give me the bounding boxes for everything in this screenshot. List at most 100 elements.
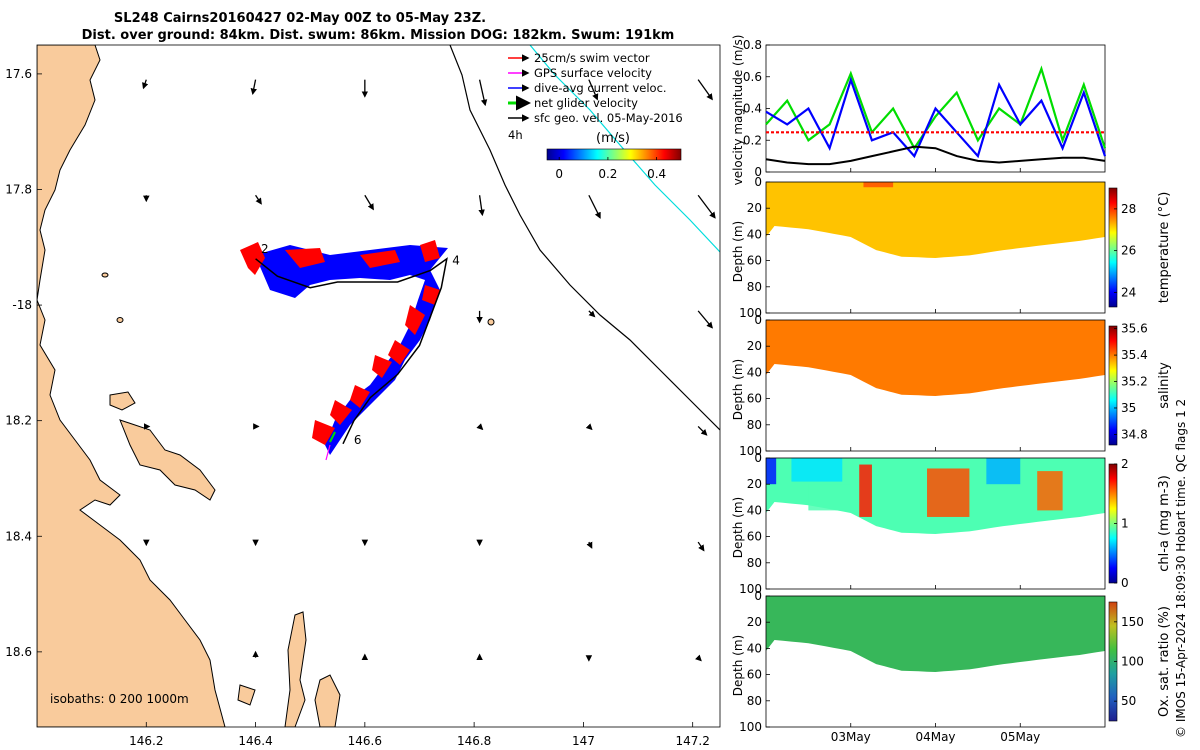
colorbar-label: temperature (°C) [1157, 192, 1172, 304]
depth-tick-label: 100 [739, 444, 762, 458]
velocity-panel: 0 0.2 0.4 0.6 0.8 velocity magnitude (m/s) [731, 35, 1107, 186]
depth-tick-label: 60 [747, 392, 762, 406]
depth-tick-label: 20 [747, 477, 762, 491]
map-colorbar-tick-label: 0 [555, 167, 563, 181]
map-y-axis: 17.6 17.8 -18 18.2 18.4 18.6 [5, 67, 42, 659]
surface-vector [250, 79, 257, 95]
depth-tick-label: 0 [754, 589, 762, 603]
colorbar-tick-label: 24 [1121, 285, 1136, 299]
colorbar-tick-label: 35.2 [1121, 375, 1148, 389]
section-patch [863, 182, 894, 188]
legend-entry: dive-avg current veloc. [534, 81, 667, 95]
colorbar-tick-label: 26 [1121, 244, 1136, 258]
colorbar-tick-label: 150 [1121, 615, 1144, 629]
map-x-axis: 146.2 146.4 146.6 146.8 147 147.2 [129, 722, 710, 748]
depth-tick-label: 80 [747, 418, 762, 432]
section-colorbar [1108, 187, 1118, 308]
depth-tick-label: 20 [747, 201, 762, 215]
surface-vector [697, 425, 708, 436]
velocity-y-tick-label: 0.2 [743, 133, 762, 147]
track-day-labels: 2 4 6 [261, 242, 460, 447]
figure-title-line2: Dist. over ground: 84km. Dist. swum: 86k… [82, 28, 675, 43]
time-axis: 03May 04May 05May [831, 730, 1041, 744]
map-panel: 2 4 6 146.2 146.4 146.6 146.8 147 147.2 17.617.… [5, 44, 721, 748]
coastline-island-4 [314, 674, 341, 727]
isobath-200m [449, 45, 720, 431]
section-panel-chl-a: 0 20 40 60 80 100 Depth (m) 0 1 2 chl-a (mg m-3) [731, 451, 1172, 596]
map-x-tick-label: 147.2 [676, 734, 710, 748]
isobath-1000m [529, 45, 720, 253]
depth-tick-label: 60 [747, 530, 762, 544]
colorbar-tick-label: 2 [1121, 457, 1129, 471]
depth-axis-label: Depth (m) [731, 359, 745, 420]
section-patch [1037, 471, 1063, 511]
surface-vector [476, 423, 484, 431]
colorbar-tick-label: 0 [1121, 576, 1129, 590]
map-colorbar-label: (m/s) [596, 131, 630, 146]
depth-tick-label: 40 [747, 641, 762, 655]
coastline-island-5 [237, 684, 256, 706]
figure-title-line1: SL248 Cairns20160427 02-May 00Z to 05-Ma… [114, 11, 486, 26]
surface-vector [697, 79, 713, 101]
section-field [766, 596, 1105, 672]
section-patch [859, 464, 872, 517]
coastline-reef [487, 318, 495, 326]
depth-tick-label: 80 [747, 556, 762, 570]
depth-tick-label: 80 [747, 694, 762, 708]
map-colorbar-ticks: 0 0.2 0.4 [555, 157, 666, 181]
depth-tick-label: 60 [747, 668, 762, 682]
colorbar-tick-label: 35.4 [1121, 348, 1148, 362]
colorbar-label: chl-a (mg m-3) [1157, 475, 1172, 572]
map-y-tick-label: 18.2 [5, 414, 32, 428]
coastline-islet [116, 317, 124, 323]
swim-vector-patch [240, 240, 440, 445]
velocity-y-tick-label: 0.8 [743, 38, 762, 52]
surface-geostrophic-vectors [142, 79, 716, 662]
time-tick-label: 04May [915, 730, 955, 744]
depth-tick-label: 100 [739, 582, 762, 596]
track-day-label: 6 [354, 433, 362, 447]
surface-vector [588, 310, 596, 318]
depth-tick-label: 100 [739, 306, 762, 320]
colorbar-tick-label: 100 [1121, 655, 1144, 669]
legend-note: 4h [508, 128, 523, 142]
colorbar-tick-label: 50 [1121, 694, 1136, 708]
isobaths-label: isobaths: 0 200 1000m [50, 692, 189, 706]
velocity-ylabel: velocity magnitude (m/s) [731, 35, 745, 186]
surface-vector [694, 654, 702, 662]
velocity-y-tick-label: 0 [754, 165, 762, 179]
coastline-island-1 [119, 419, 216, 501]
swim-vector-patch [240, 240, 440, 445]
surface-vector [697, 541, 705, 552]
section-patch [766, 458, 777, 485]
surface-vector [364, 194, 374, 211]
map-x-tick-label: 146.4 [238, 734, 272, 748]
depth-tick-label: 40 [747, 227, 762, 241]
surface-vector [478, 79, 488, 107]
depth-axis-label: Depth (m) [731, 497, 745, 558]
depth-tick-label: 20 [747, 615, 762, 629]
coastline-island-3 [284, 611, 307, 727]
velocity-y-tick-label: 0.6 [743, 70, 762, 84]
depth-tick-label: 0 [754, 451, 762, 465]
depth-tick-label: 60 [747, 254, 762, 268]
velocity-series-line [765, 76, 1107, 159]
map-frame [36, 44, 721, 728]
legend-entry: net glider velocity [534, 96, 638, 110]
net-glider-velocity [329, 431, 336, 443]
colorbar-tick-label: 28 [1121, 202, 1136, 216]
map-x-tick-label: 146.8 [457, 734, 491, 748]
imos-credit: © IMOS 15-Apr-2024 18:09:30 Hobart time.… [1174, 399, 1188, 738]
velocity-y-tick-label: 0.4 [743, 102, 762, 116]
track-day-label: 4 [452, 254, 460, 268]
depth-tick-label: 20 [747, 339, 762, 353]
time-tick-label: 05May [1000, 730, 1040, 744]
map-colorbar-tick-label: 0.2 [598, 167, 617, 181]
section-field [766, 182, 1105, 258]
section-patch [808, 484, 851, 511]
section-panel-oxygen-saturation: 0 20 40 60 80 100 Depth (m) 50 100 150 Ox. sat. ra… [731, 589, 1172, 734]
track-day-label: 2 [261, 242, 269, 256]
